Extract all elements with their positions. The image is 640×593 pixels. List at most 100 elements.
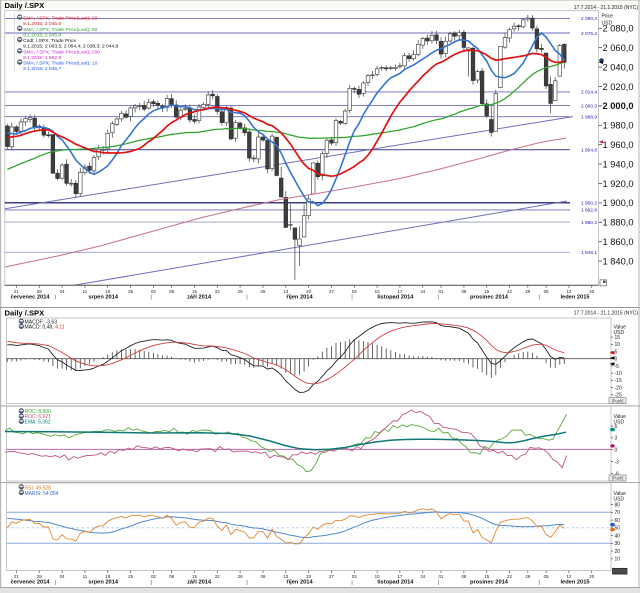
svg-text:27: 27 — [329, 574, 334, 579]
svg-text:|: | — [55, 295, 56, 301]
svg-text:21: 21 — [14, 289, 19, 294]
svg-text:1 954,8: 1 954,8 — [581, 148, 597, 154]
svg-text:SMA; /.SPX; Trade Price(Last);: SMA; /.SPX; Trade Price(Last); 20 — [23, 16, 97, 22]
svg-text:|: | — [55, 580, 56, 586]
svg-text:70: 70 — [615, 510, 621, 516]
svg-text:17.7.2014 - 21.1.2015 (NYC): 17.7.2014 - 21.1.2015 (NYC) — [574, 310, 639, 316]
svg-text:29: 29 — [238, 574, 243, 579]
svg-text:17: 17 — [397, 289, 402, 294]
svg-text:EMA: 5,362: EMA: 5,362 — [25, 419, 51, 425]
svg-text:SMA; /.SPX; Trade Price(Last);: SMA; /.SPX; Trade Price(Last); 10 — [23, 61, 97, 67]
svg-text:USD: USD — [614, 496, 625, 502]
svg-text:1 840,0: 1 840,0 — [603, 256, 634, 266]
svg-text:Daily /.SPX: Daily /.SPX — [5, 1, 45, 10]
svg-text:2 014,4: 2 014,4 — [581, 90, 597, 96]
svg-text:17.7.2014 - 21.1.2015 (NYC): 17.7.2014 - 21.1.2015 (NYC) — [574, 5, 639, 11]
svg-text:2 075,2: 2 075,2 — [581, 31, 597, 37]
svg-text:21: 21 — [14, 574, 19, 579]
svg-text:|: | — [539, 295, 540, 301]
svg-text:50: 50 — [615, 526, 621, 532]
svg-text:Value: Value — [614, 325, 627, 331]
svg-text:04: 04 — [60, 289, 65, 294]
svg-text:15: 15 — [484, 289, 489, 294]
svg-text:|: | — [539, 580, 540, 586]
svg-text:02: 02 — [151, 574, 156, 579]
svg-text:říjen 2014: říjen 2014 — [286, 295, 313, 301]
svg-text:říjen 2014: říjen 2014 — [286, 580, 313, 586]
svg-text:18: 18 — [105, 289, 110, 294]
svg-text:září 2014: září 2014 — [187, 295, 212, 301]
svg-text:20: 20 — [589, 574, 594, 579]
svg-text:20: 20 — [615, 549, 621, 555]
svg-text:-25: -25 — [615, 393, 622, 399]
svg-text:Value: Value — [614, 414, 627, 420]
svg-text:15: 15 — [192, 574, 197, 579]
svg-text:01: 01 — [439, 289, 444, 294]
svg-text:1 880,2: 1 880,2 — [581, 220, 597, 226]
svg-text:MACDF: -3,63: MACDF: -3,63 — [25, 319, 58, 325]
svg-text:13: 13 — [283, 574, 288, 579]
svg-text:29: 29 — [238, 289, 243, 294]
svg-text:13: 13 — [283, 289, 288, 294]
svg-text:11: 11 — [83, 289, 88, 294]
svg-text:1 920,0: 1 920,0 — [603, 179, 634, 189]
svg-text:|: | — [246, 580, 247, 586]
svg-text:9.1.2015; 2 045,0: 9.1.2015; 2 045,0 — [23, 21, 61, 27]
svg-text:-15: -15 — [615, 378, 622, 384]
svg-text:10: 10 — [615, 342, 621, 348]
svg-text:2 040,0: 2 040,0 — [603, 62, 634, 72]
svg-text:03: 03 — [352, 574, 357, 579]
svg-text:RSI: 49,528: RSI: 49,528 — [25, 485, 52, 491]
svg-text:80: 80 — [615, 503, 621, 509]
svg-text:24: 24 — [420, 574, 425, 579]
svg-text:-3: -3 — [615, 459, 620, 465]
svg-text:15: 15 — [484, 574, 489, 579]
svg-text:prosinec 2014: prosinec 2014 — [470, 295, 509, 301]
svg-text:červenec 2014: červenec 2014 — [11, 295, 51, 301]
svg-text:0: 0 — [615, 448, 618, 454]
svg-text:22: 22 — [507, 574, 512, 579]
svg-text:5: 5 — [615, 349, 618, 355]
svg-text:prosinec 2014: prosinec 2014 — [470, 580, 509, 586]
svg-text:15: 15 — [192, 289, 197, 294]
svg-text:08: 08 — [169, 574, 174, 579]
svg-text:SMA; /.SPX; Trade Price(Last);: SMA; /.SPX; Trade Price(Last); 200 — [23, 49, 100, 55]
svg-text:|: | — [351, 295, 352, 301]
svg-text:2 060,0: 2 060,0 — [603, 43, 634, 53]
svg-text:1 849,1: 1 849,1 — [581, 250, 597, 256]
svg-text:29: 29 — [525, 289, 530, 294]
svg-text:06: 06 — [261, 574, 266, 579]
svg-text:10: 10 — [375, 289, 380, 294]
svg-text:30: 30 — [615, 541, 621, 547]
svg-text:2 090,2: 2 090,2 — [581, 16, 597, 22]
svg-text:|: | — [150, 580, 151, 586]
svg-text:-10: -10 — [615, 371, 622, 377]
svg-text:9.1.2015; 2 046,7: 9.1.2015; 2 046,7 — [23, 66, 61, 72]
svg-text:22: 22 — [507, 289, 512, 294]
svg-text:leden 2015: leden 2015 — [560, 580, 589, 586]
svg-text:20: 20 — [306, 289, 311, 294]
svg-text:9.1.2015; 2 063,5; 2 064,4; 2: 9.1.2015; 2 063,5; 2 064,4; 2 038,3; 2 0… — [23, 44, 118, 50]
svg-text:2 020,0: 2 020,0 — [603, 82, 634, 92]
svg-text:3: 3 — [615, 436, 618, 442]
svg-text:|: | — [246, 295, 247, 301]
svg-text:1 940,0: 1 940,0 — [603, 159, 634, 169]
svg-text:červenec 2014: červenec 2014 — [11, 580, 51, 586]
svg-text:17: 17 — [397, 574, 402, 579]
svg-text:ROC: 6,921: ROC: 6,921 — [25, 414, 52, 420]
svg-text:srpen 2014: srpen 2014 — [88, 580, 119, 586]
svg-text:29: 29 — [525, 574, 530, 579]
svg-text:18: 18 — [105, 574, 110, 579]
svg-text:25: 25 — [128, 574, 133, 579]
svg-text:-5: -5 — [615, 364, 620, 370]
svg-text:1 980,0: 1 980,0 — [603, 121, 634, 131]
svg-text:USD: USD — [614, 419, 625, 425]
svg-text:1 988,9: 1 988,9 — [581, 115, 597, 121]
svg-text:-6: -6 — [615, 471, 620, 477]
svg-text:12: 12 — [566, 574, 571, 579]
svg-text:leden 2015: leden 2015 — [560, 295, 589, 301]
svg-text:MARSI: 54,054: MARSI: 54,054 — [25, 491, 59, 497]
svg-text:40: 40 — [615, 533, 621, 539]
svg-text:03: 03 — [352, 289, 357, 294]
svg-text:24: 24 — [420, 289, 425, 294]
